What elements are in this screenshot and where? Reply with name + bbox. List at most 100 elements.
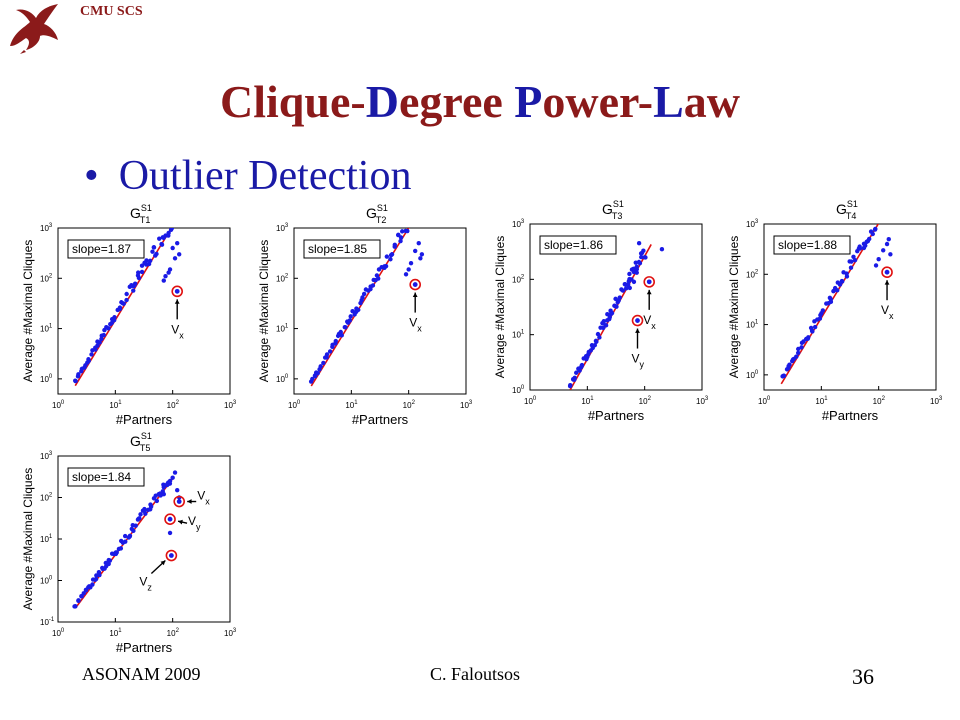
- outlier-label: Vx: [409, 316, 422, 334]
- data-point: [171, 213, 175, 217]
- outlier-label-sub: x: [651, 321, 656, 331]
- data-point: [567, 383, 573, 389]
- outlier-point: [884, 269, 890, 275]
- data-point: [157, 236, 162, 241]
- data-point: [888, 252, 893, 257]
- data-point: [338, 329, 343, 335]
- slope-legend-text: slope=1.85: [308, 242, 367, 256]
- plot-title-sup: S1: [141, 203, 152, 213]
- data-point: [73, 378, 78, 384]
- data-point: [356, 307, 361, 313]
- data-point: [603, 323, 609, 328]
- outlier-label-base: V: [409, 316, 417, 330]
- data-point: [408, 217, 412, 221]
- data-point: [167, 530, 173, 536]
- y-tick-label: 103: [276, 223, 289, 233]
- outlier-ring: [631, 314, 644, 327]
- data-point: [849, 259, 854, 264]
- data-point: [136, 275, 142, 281]
- outlier-arrowhead: [178, 519, 183, 525]
- data-point: [399, 229, 405, 234]
- data-point: [170, 475, 175, 480]
- data-point: [873, 263, 879, 268]
- y-tick-base: 10: [276, 274, 285, 283]
- y-axis-label: Average #Maximal Cliques: [21, 468, 35, 611]
- outlier-label-sub: y: [640, 360, 645, 370]
- data-point: [118, 546, 124, 551]
- data-point: [410, 215, 414, 219]
- data-point: [828, 297, 833, 302]
- outlier-arrowhead: [646, 289, 652, 295]
- data-point: [781, 373, 786, 378]
- plot-title-base: G: [130, 205, 141, 221]
- data-point: [634, 264, 639, 269]
- data-point: [151, 245, 157, 250]
- data-point: [343, 325, 348, 330]
- y-tick-label: 103: [40, 451, 53, 461]
- y-tick-label: 102: [746, 269, 759, 279]
- data-point: [787, 362, 792, 367]
- x-tick-base: 10: [815, 397, 824, 406]
- outlier-ring: [881, 266, 893, 279]
- y-tick-base: 10: [40, 535, 49, 544]
- y-tick-base: 10: [746, 321, 755, 330]
- y-tick-base: 10: [40, 452, 49, 461]
- data-point: [131, 528, 136, 534]
- data-point: [123, 539, 128, 544]
- y-tick-label: 102: [276, 273, 289, 283]
- outlier-label-base: V: [632, 352, 640, 366]
- x-tick-exp: 2: [648, 396, 652, 402]
- data-point: [95, 343, 100, 348]
- data-point: [89, 352, 94, 357]
- data-point: [139, 269, 145, 275]
- data-point: [837, 282, 843, 287]
- x-tick-exp: 0: [533, 396, 537, 402]
- slope-legend-box: [67, 467, 145, 487]
- y-tick-base: 10: [512, 331, 521, 340]
- x-tick-exp: 2: [882, 396, 886, 402]
- data-point: [124, 291, 129, 297]
- x-tick-label: 101: [109, 628, 122, 638]
- data-point: [876, 256, 881, 262]
- y-tick-exp: 3: [521, 219, 525, 225]
- y-axis-label: Average #Maximal Cliques: [21, 240, 35, 383]
- data-point: [350, 308, 355, 314]
- data-point: [597, 335, 602, 340]
- data-point: [623, 286, 629, 291]
- plot-title-sub: T1: [140, 215, 151, 225]
- data-point: [161, 482, 166, 487]
- data-point: [312, 373, 318, 379]
- data-point: [405, 228, 410, 234]
- y-tick-label: 100: [40, 374, 53, 384]
- data-point: [572, 377, 577, 382]
- x-tick-label: 102: [403, 400, 416, 410]
- data-point: [406, 267, 411, 272]
- outlier-ring: [171, 285, 184, 298]
- data-point: [642, 255, 647, 260]
- y-tick-exp: 1: [521, 330, 525, 336]
- data-point: [97, 340, 102, 345]
- x-tick-base: 10: [403, 401, 412, 410]
- outlier-point: [635, 318, 640, 323]
- outlier-label: Vx: [643, 313, 656, 331]
- title-part: egree: [398, 76, 515, 127]
- data-point: [627, 285, 632, 291]
- data-point: [132, 281, 138, 286]
- data-point: [107, 558, 113, 563]
- x-axis-label: #Partners: [116, 412, 173, 427]
- data-point: [805, 336, 811, 341]
- data-point: [844, 271, 849, 276]
- y-tick-label: 103: [40, 223, 53, 233]
- slope-legend-text: slope=1.87: [72, 242, 131, 256]
- data-point: [840, 279, 845, 284]
- data-point: [333, 338, 338, 344]
- y-tick-label: 100: [276, 374, 289, 384]
- data-point: [403, 221, 407, 225]
- data-point: [592, 342, 598, 348]
- y-tick-exp: 1: [755, 320, 759, 326]
- x-tick-label: 103: [460, 400, 473, 410]
- plot-title-base: G: [836, 201, 847, 217]
- y-tick-base: 10: [40, 274, 49, 283]
